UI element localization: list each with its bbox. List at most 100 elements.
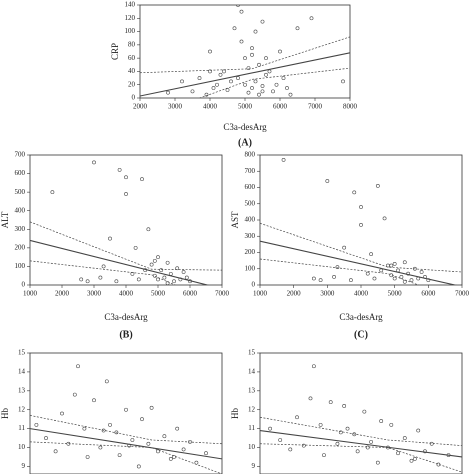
point: [264, 56, 268, 61]
fit-line: [140, 52, 350, 97]
point: [288, 92, 293, 97]
y-tick-label: 400: [15, 206, 26, 214]
y-tick-label: 100: [15, 262, 26, 270]
confidence-line: [30, 260, 176, 285]
point: [172, 455, 176, 459]
point: [236, 76, 240, 80]
point: [268, 426, 273, 431]
point: [281, 157, 286, 162]
point: [101, 428, 106, 433]
y-tick-label: 15: [18, 349, 26, 357]
point: [359, 222, 363, 227]
y-tick-label: 120: [125, 14, 136, 22]
plot-content: [260, 364, 462, 473]
point: [402, 279, 407, 284]
y-axis-label: ALT: [0, 211, 10, 228]
point: [246, 66, 251, 71]
y-tick-label: 15: [248, 349, 256, 357]
point: [271, 89, 275, 94]
y-axis-label: Hb: [230, 408, 240, 419]
confidence-line: [260, 258, 420, 285]
point: [159, 268, 164, 273]
point: [355, 449, 360, 454]
point: [172, 279, 176, 284]
point: [412, 266, 417, 271]
point: [409, 278, 414, 283]
confidence-line: [30, 221, 222, 271]
point: [311, 276, 316, 281]
panel-caption: (A): [238, 137, 252, 148]
confidence-line: [198, 67, 350, 98]
point: [412, 456, 417, 461]
point: [416, 428, 421, 433]
point: [382, 216, 387, 221]
point: [341, 79, 345, 84]
point: [278, 49, 282, 54]
point: [156, 449, 160, 454]
point: [218, 72, 223, 77]
plot-frame: [29, 352, 223, 474]
point: [124, 192, 128, 196]
point: [117, 453, 122, 457]
y-tick-label: 0: [132, 94, 136, 102]
y-tick-label: 140: [125, 1, 136, 9]
point: [181, 447, 186, 452]
point: [365, 271, 370, 276]
x-tick-label: 3000: [168, 103, 183, 111]
point: [82, 426, 87, 431]
point: [114, 430, 119, 435]
point: [348, 278, 353, 283]
x-tick-label: 2000: [287, 290, 302, 298]
panel-caption: (C): [354, 329, 368, 340]
point: [168, 456, 173, 461]
y-tick-label: 10: [18, 443, 26, 451]
point: [295, 415, 299, 420]
y-tick-label: 12: [18, 405, 26, 413]
point: [98, 275, 103, 280]
point: [274, 82, 279, 87]
point: [345, 426, 350, 431]
plot-frame: [259, 154, 463, 286]
plot-frame: [139, 4, 351, 99]
y-tick-label: 0: [22, 281, 26, 289]
point: [165, 281, 170, 285]
point: [338, 430, 343, 435]
point: [332, 274, 336, 279]
point: [379, 268, 384, 273]
point: [72, 392, 77, 397]
point: [409, 458, 414, 463]
point: [156, 277, 160, 282]
y-tick-label: 12: [248, 405, 256, 413]
point: [101, 264, 106, 269]
point: [375, 460, 380, 465]
y-tick-label: 200: [15, 243, 26, 251]
y-tick-label: 20: [128, 80, 136, 88]
x-tick-label: 3000: [87, 290, 102, 298]
point: [423, 449, 427, 454]
point: [229, 79, 233, 84]
y-tick-label: 700: [245, 167, 256, 175]
y-tick-label: 800: [245, 151, 256, 159]
point: [352, 432, 357, 437]
point: [197, 76, 202, 80]
y-tick-label: 11: [18, 424, 25, 432]
confidence-line: [260, 416, 462, 446]
point: [369, 252, 374, 257]
point: [180, 79, 184, 84]
point: [222, 69, 226, 74]
point: [311, 364, 316, 369]
point: [124, 175, 128, 180]
y-tick-label: 40: [128, 67, 136, 75]
point: [250, 86, 254, 90]
x-tick-label: 7000: [455, 290, 470, 298]
confidence-line: [140, 36, 350, 74]
point: [108, 236, 112, 241]
x-tick-label: 4000: [203, 103, 218, 111]
x-tick-label: 6000: [421, 290, 436, 298]
x-tick-label: 1000: [253, 290, 268, 298]
point: [204, 92, 209, 97]
point: [136, 464, 141, 469]
point: [76, 364, 80, 369]
point: [243, 56, 247, 61]
point: [392, 276, 397, 281]
